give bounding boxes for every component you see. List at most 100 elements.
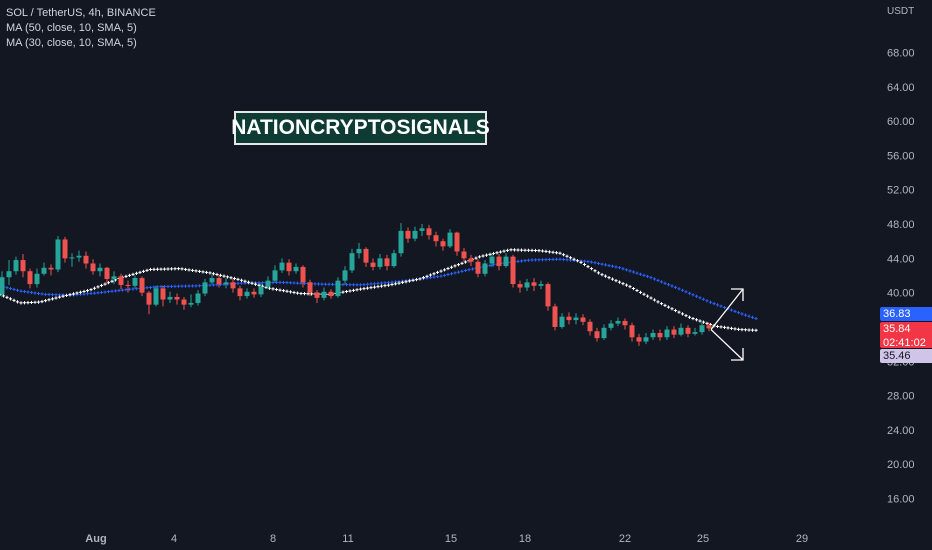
candle-body	[251, 291, 257, 295]
ma-marker	[211, 283, 216, 287]
candle-body	[503, 256, 509, 267]
price-axis[interactable]: 68.00 64.00 60.00 56.00 52.00 48.00 44.00 40.00…	[887, 48, 915, 506]
ma-marker	[477, 255, 482, 259]
candle-body	[657, 332, 663, 338]
candle-body	[461, 251, 467, 259]
candle-body	[580, 317, 586, 322]
candle-up	[202, 278, 208, 297]
candle-body	[405, 230, 411, 239]
candle-up	[377, 254, 383, 270]
candle-body	[209, 278, 215, 283]
time-axis[interactable]: Aug 4 8 11 15 18 22 25 29	[85, 533, 808, 545]
candle-up	[41, 262, 47, 276]
ma-marker	[736, 311, 741, 315]
ma-marker	[421, 276, 426, 280]
ma-marker	[187, 284, 191, 288]
candle-body	[55, 239, 61, 270]
ma-marker	[519, 259, 524, 263]
candle-body	[398, 230, 404, 254]
ma-marker	[547, 257, 552, 262]
ma-marker	[572, 257, 576, 261]
ma-marker	[190, 268, 195, 273]
ma-marker	[733, 327, 737, 331]
ma50-line	[0, 257, 758, 321]
ma-marker	[435, 270, 440, 275]
ma-marker	[705, 299, 709, 303]
ma-marker	[239, 281, 244, 285]
candle-body	[608, 323, 614, 328]
candle-up	[132, 275, 138, 289]
ma-marker	[680, 312, 685, 316]
ma-marker	[442, 268, 447, 272]
candle-body	[216, 278, 222, 285]
ma-marker	[516, 259, 520, 264]
candle-body	[426, 228, 432, 236]
ma-marker	[729, 326, 734, 330]
ma-marker	[362, 287, 366, 291]
ma-marker	[442, 273, 447, 277]
ma-marker	[554, 251, 559, 255]
ma-marker	[197, 284, 202, 288]
ma-marker	[344, 283, 349, 287]
ma-marker	[390, 282, 394, 287]
ma-marker	[519, 248, 524, 252]
ma-marker	[687, 291, 692, 295]
candle-down	[118, 273, 124, 290]
candle-up	[209, 274, 215, 285]
candle-down	[517, 280, 523, 293]
candle-down	[27, 268, 33, 289]
ma-marker	[645, 294, 650, 298]
candle-down	[475, 259, 481, 278]
ma-marker	[740, 312, 744, 316]
ma-marker	[64, 293, 69, 298]
ma-marker	[152, 267, 156, 271]
candle-body	[545, 284, 551, 307]
candle-down	[531, 278, 537, 291]
ma-marker	[470, 267, 475, 271]
candle-body	[475, 261, 481, 274]
ma-marker	[656, 278, 660, 283]
candle-down	[461, 248, 467, 262]
candle-body	[370, 262, 376, 267]
candle-body	[559, 316, 565, 327]
ma-marker	[194, 284, 198, 288]
ma-marker	[358, 287, 363, 291]
ma-marker	[670, 307, 674, 311]
ma-marker	[673, 285, 678, 290]
ma-marker	[638, 290, 643, 294]
ma-marker	[134, 287, 139, 291]
ma-marker	[523, 259, 527, 263]
candle-down	[384, 254, 390, 271]
ma-marker	[747, 314, 751, 318]
candle-up	[398, 223, 404, 257]
candle-body	[419, 228, 425, 231]
ma-marker	[250, 281, 254, 285]
candle-down	[405, 227, 411, 243]
candle-down	[636, 333, 642, 346]
ma-marker	[288, 290, 293, 294]
x-tick-label: Aug	[85, 533, 106, 545]
candle-down	[48, 264, 54, 276]
ma-marker	[568, 256, 573, 260]
candle-down	[552, 303, 558, 331]
candle-down	[216, 274, 222, 288]
symbol-title[interactable]: SOL / TetherUS, 4h, BINANCE	[6, 7, 156, 19]
candle-up	[69, 253, 75, 267]
x-tick-label: 22	[619, 533, 631, 545]
ma30-legend[interactable]: MA (30, close, 10, SMA, 5)	[6, 37, 137, 49]
ma-marker	[558, 257, 562, 261]
ma-marker	[652, 277, 657, 281]
ma-marker	[148, 285, 153, 290]
ma-marker	[488, 263, 492, 268]
ma-marker	[659, 280, 664, 284]
ma50-legend[interactable]: MA (50, close, 10, SMA, 5)	[6, 22, 137, 34]
candle-down	[685, 325, 691, 338]
ma-marker	[617, 280, 622, 284]
candle-down	[104, 266, 110, 285]
ma-marker	[561, 253, 566, 257]
ma-marker	[687, 315, 692, 319]
ma-marker	[215, 272, 219, 277]
candle-body	[594, 331, 600, 339]
ma-marker	[8, 297, 13, 301]
